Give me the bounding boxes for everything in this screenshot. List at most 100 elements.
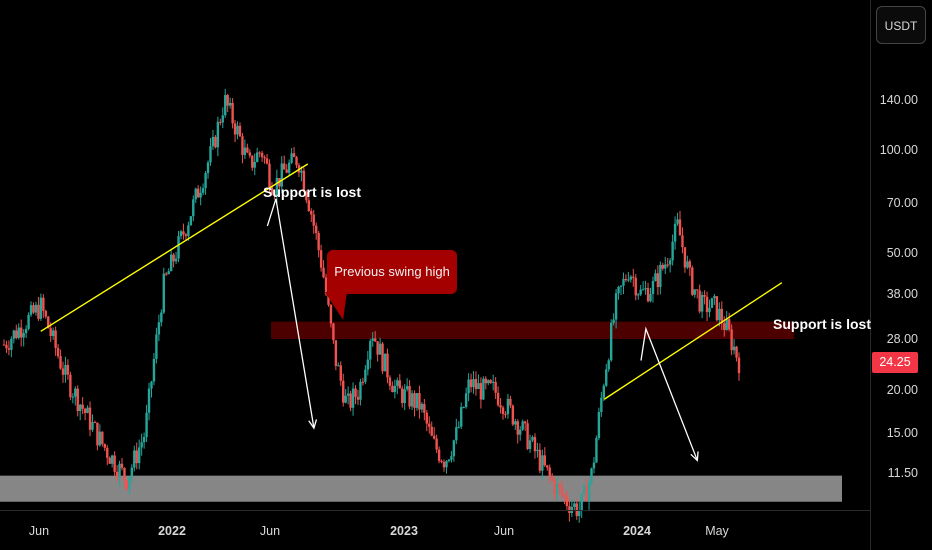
candle-body bbox=[280, 163, 283, 187]
candle-body bbox=[12, 330, 16, 339]
candle-body bbox=[580, 494, 583, 511]
candle-body bbox=[88, 407, 92, 430]
candle-body bbox=[609, 323, 613, 361]
candle-body bbox=[169, 254, 173, 272]
candle-body bbox=[103, 444, 106, 448]
candle-body bbox=[20, 327, 23, 338]
candle-body bbox=[147, 388, 151, 413]
candle-body bbox=[602, 385, 605, 398]
candle-body bbox=[619, 285, 623, 287]
candle-body bbox=[499, 405, 502, 408]
candle-body bbox=[211, 136, 215, 147]
candle-body bbox=[671, 241, 674, 261]
candle-body bbox=[5, 344, 8, 349]
candle-body bbox=[450, 456, 453, 460]
candle-body bbox=[698, 290, 701, 312]
currency-selector-button[interactable]: USDT bbox=[876, 6, 926, 44]
candle-body bbox=[47, 316, 50, 329]
candle-body bbox=[165, 273, 168, 275]
candle-body bbox=[342, 380, 345, 403]
candle-body bbox=[74, 388, 77, 397]
candle-body bbox=[214, 136, 217, 148]
candle-body bbox=[283, 163, 286, 170]
candle-body bbox=[501, 407, 505, 414]
candle-body bbox=[246, 147, 249, 153]
candle-body bbox=[570, 506, 574, 513]
candle-body bbox=[236, 125, 239, 135]
candle-body bbox=[482, 378, 485, 400]
projection-arrowhead-1 bbox=[308, 419, 318, 430]
candle-body bbox=[292, 153, 296, 158]
candle-body bbox=[349, 393, 352, 408]
candle-body bbox=[634, 277, 637, 296]
candle-body bbox=[526, 423, 529, 449]
candle-body bbox=[364, 369, 367, 382]
candle-body bbox=[391, 385, 394, 393]
candle-body bbox=[226, 95, 229, 106]
candle-body bbox=[49, 328, 52, 337]
time-tick-label: 2022 bbox=[158, 524, 186, 538]
candle-body bbox=[428, 423, 431, 427]
candle-body bbox=[440, 460, 443, 462]
candle-body bbox=[408, 386, 411, 407]
price-tick-label: 70.00 bbox=[887, 196, 918, 210]
candle-body bbox=[332, 323, 335, 341]
candle-body bbox=[430, 426, 433, 436]
candle-body bbox=[327, 294, 330, 305]
candle-body bbox=[17, 327, 20, 338]
candle-body bbox=[607, 360, 610, 370]
candle-body bbox=[548, 467, 551, 476]
price-tick-label: 15.00 bbox=[887, 426, 918, 440]
candle-body bbox=[442, 461, 446, 468]
candle-body bbox=[494, 381, 497, 393]
candle-body bbox=[265, 158, 269, 164]
candle-body bbox=[703, 294, 706, 297]
candle-body bbox=[260, 152, 264, 158]
time-tick-label: Jun bbox=[260, 524, 280, 538]
time-tick-label: 2023 bbox=[390, 524, 418, 538]
candle-body bbox=[337, 365, 340, 367]
projection-arrow-1 bbox=[266, 198, 315, 429]
candle-body bbox=[275, 178, 279, 196]
candle-body bbox=[71, 396, 75, 398]
price-tick-label: 50.00 bbox=[887, 246, 918, 260]
candle-body bbox=[624, 278, 628, 281]
support-lost-label-2: Support is lost bbox=[773, 316, 871, 332]
candle-body bbox=[174, 258, 178, 262]
candle-body bbox=[285, 169, 288, 173]
candle-body bbox=[710, 298, 714, 308]
candle-body bbox=[396, 380, 399, 386]
candle-body bbox=[533, 436, 537, 452]
candle-body bbox=[528, 440, 532, 449]
previous-swing-high-callout: Previous swing high bbox=[327, 250, 457, 294]
candle-body bbox=[723, 323, 726, 330]
candle-body bbox=[224, 95, 227, 116]
resistance-zone bbox=[271, 321, 795, 339]
candle-body bbox=[555, 484, 559, 495]
price-axis[interactable]: 140.00 100.00 70.00 50.00 38.00 28.00 20.00 15.… bbox=[880, 93, 918, 480]
candle-body bbox=[113, 455, 116, 472]
price-tick-label: 140.00 bbox=[880, 93, 918, 107]
time-tick-label: Jun bbox=[494, 524, 514, 538]
candle-body bbox=[511, 405, 515, 425]
candle-body bbox=[732, 346, 736, 351]
candle-body bbox=[641, 289, 645, 291]
candle-body bbox=[81, 404, 84, 409]
candle-body bbox=[410, 393, 414, 407]
candle-body bbox=[32, 305, 35, 313]
candle-body bbox=[514, 421, 517, 425]
candle-body bbox=[415, 393, 419, 408]
candle-body bbox=[167, 271, 170, 275]
candle-body bbox=[15, 330, 18, 338]
candle-body bbox=[627, 279, 630, 281]
candle-body bbox=[405, 386, 409, 390]
candle-body bbox=[713, 296, 716, 299]
time-axis[interactable]: Jun 2022 Jun 2023 Jun 2024 May bbox=[29, 524, 730, 538]
candle-body bbox=[735, 346, 738, 358]
candle-body bbox=[196, 188, 200, 198]
candle-body bbox=[691, 267, 694, 295]
candle-body bbox=[319, 250, 323, 268]
zones-layer bbox=[0, 321, 842, 502]
candle-body bbox=[270, 187, 274, 195]
